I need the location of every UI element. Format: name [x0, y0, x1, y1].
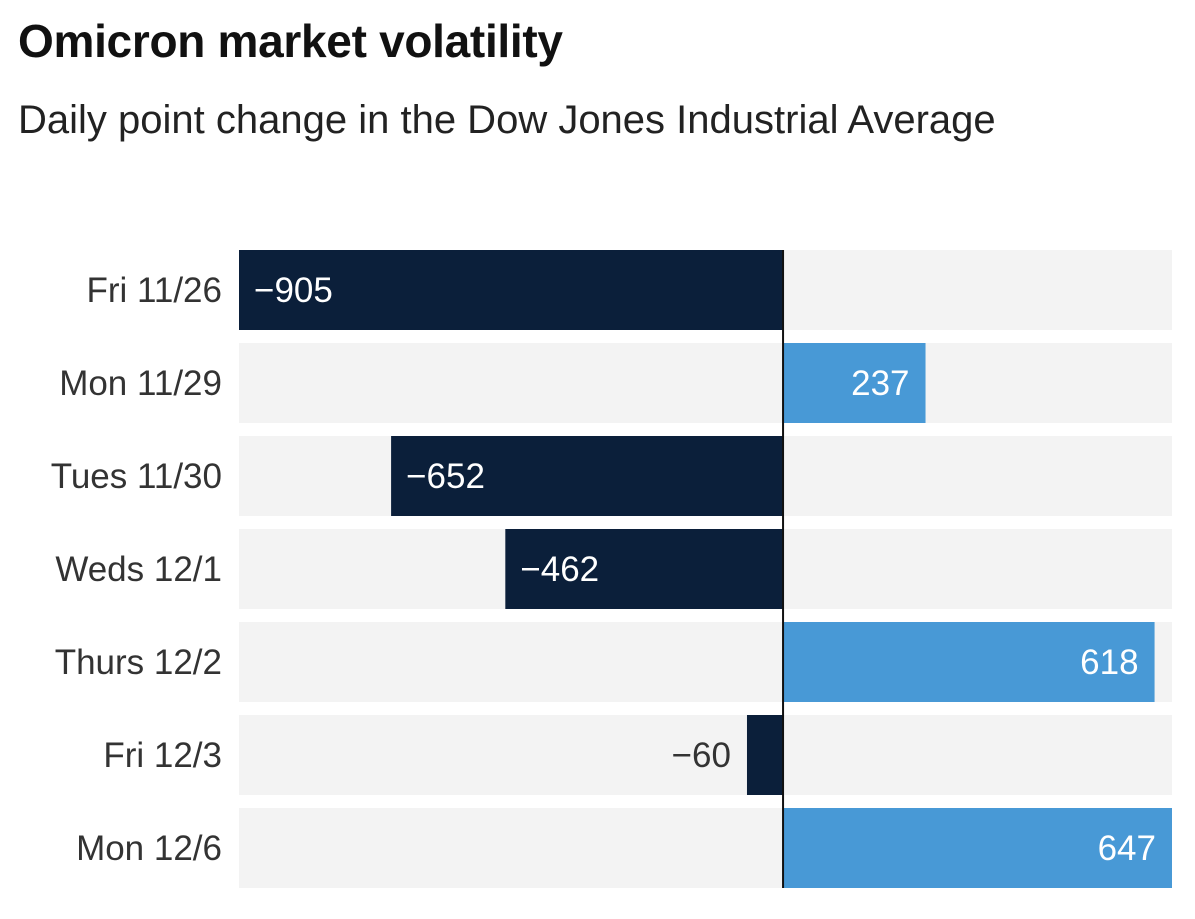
category-label: Weds 12/1	[55, 550, 222, 589]
bar	[505, 529, 784, 609]
category-label: Thurs 12/2	[55, 643, 222, 682]
bar	[783, 343, 926, 423]
bar	[391, 436, 784, 516]
value-label: −462	[520, 550, 599, 589]
category-label: Tues 11/30	[51, 457, 222, 496]
bar	[783, 808, 1172, 888]
bar	[239, 250, 784, 330]
value-label: −60	[672, 736, 731, 775]
row-background	[239, 715, 1172, 795]
row-background	[239, 343, 1172, 423]
bar	[746, 715, 784, 795]
value-label: 237	[851, 364, 909, 403]
category-label: Fri 11/26	[86, 271, 222, 310]
category-label: Fri 12/3	[103, 736, 222, 775]
bar	[783, 622, 1155, 702]
value-label: −652	[406, 457, 485, 496]
chart-title: Omicron market volatility	[18, 15, 563, 67]
value-label: 618	[1080, 643, 1138, 682]
category-label: Mon 11/29	[59, 364, 222, 403]
value-label: −905	[254, 271, 333, 310]
chart-subtitle: Daily point change in the Dow Jones Indu…	[18, 98, 996, 142]
value-label: 647	[1098, 829, 1156, 868]
category-label: Mon 12/6	[76, 829, 222, 868]
